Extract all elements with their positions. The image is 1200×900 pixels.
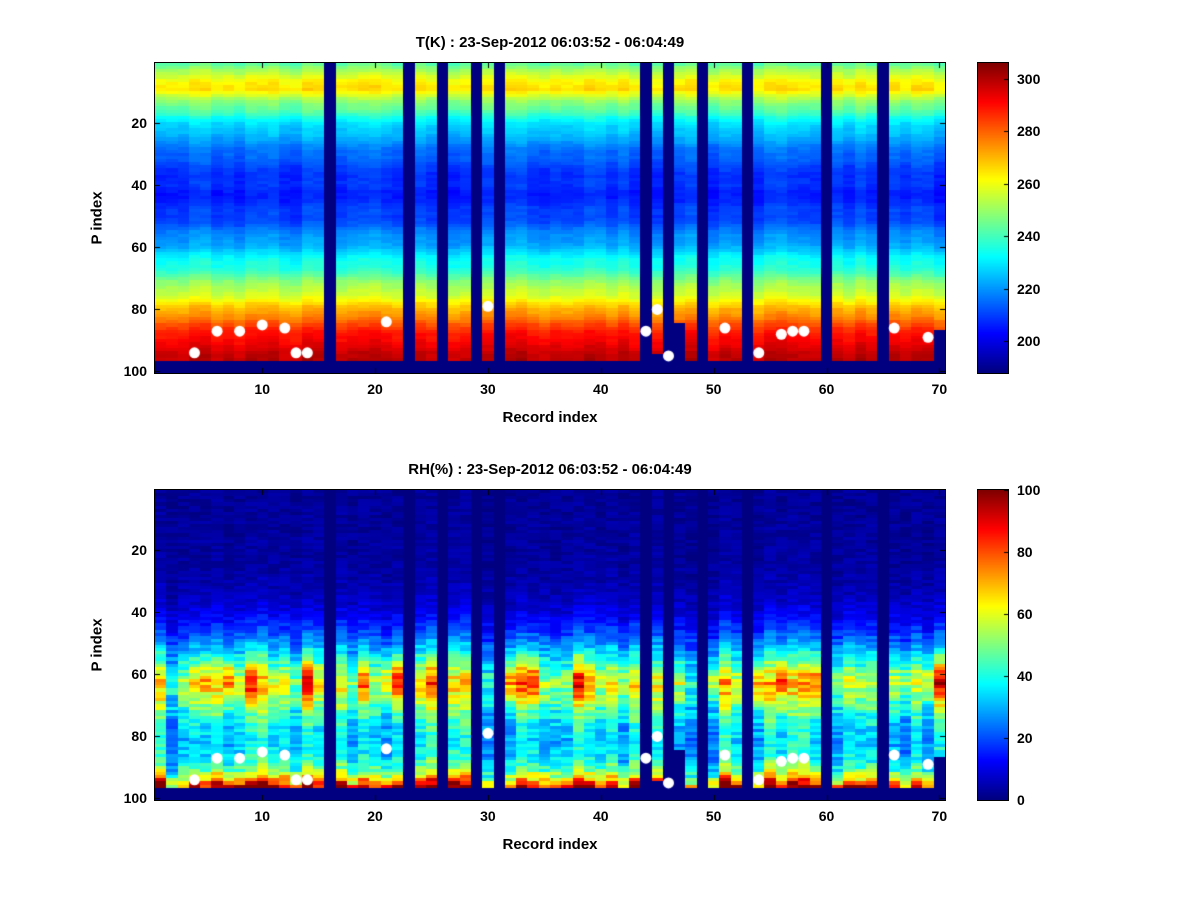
- relative-humidity-y-tick-label: 100: [123, 790, 147, 807]
- relative-humidity-colorbar-tick-label: 60: [1017, 606, 1033, 622]
- temperature-colorbar-tick-label: 300: [1017, 70, 1041, 87]
- temperature-y-tick-label: 100: [123, 363, 147, 380]
- temperature-y-tick-label: 40: [131, 177, 147, 194]
- temperature-y-tick-label: 20: [131, 115, 147, 132]
- humidity-ylabel: P index: [88, 618, 106, 672]
- temperature-colorbar-tick-label: 200: [1017, 333, 1041, 350]
- relative-humidity-x-tick-label: 40: [592, 808, 609, 824]
- humidity-heatmap-canvas: [155, 490, 945, 800]
- relative-humidity-x-tick-label: 10: [254, 808, 270, 824]
- temperature-y-tick-label: 60: [131, 239, 147, 256]
- relative-humidity-y-tick-label: 80: [131, 728, 147, 745]
- relative-humidity-y-tick-label: 40: [131, 604, 147, 621]
- temperature-heatmap-canvas: [155, 63, 945, 373]
- temperature-x-tick-label: 10: [254, 381, 270, 397]
- humidity-colorbar-canvas: [978, 490, 1008, 800]
- temperature-colorbar-tick-label: 220: [1017, 280, 1041, 297]
- temperature-ylabel: P index: [88, 191, 106, 245]
- temperature-plot-title: T(K) : 23-Sep-2012 06:03:52 - 06:04:49: [415, 34, 685, 51]
- relative-humidity-colorbar-tick-label: 100: [1017, 482, 1041, 498]
- temperature-colorbar-tick-label: 260: [1017, 175, 1041, 192]
- relative-humidity-colorbar-tick-label: 0: [1017, 792, 1025, 808]
- relative-humidity-colorbar-tick-label: 40: [1017, 668, 1033, 684]
- humidity-xlabel: Record index: [502, 836, 598, 853]
- temperature-y-tick-label: 80: [131, 301, 147, 318]
- relative-humidity-colorbar-tick-label: 80: [1017, 544, 1033, 560]
- humidity-heatmap-axes: [154, 489, 946, 801]
- temperature-x-tick-label: 40: [592, 381, 609, 397]
- temperature-x-tick-label: 60: [818, 381, 835, 397]
- humidity-plot-title: RH(%) : 23-Sep-2012 06:03:52 - 06:04:49: [408, 461, 692, 478]
- relative-humidity-x-tick-label: 30: [480, 808, 496, 824]
- temperature-x-tick-label: 30: [480, 381, 496, 397]
- temperature-colorbar: [977, 62, 1009, 374]
- temperature-colorbar-canvas: [978, 63, 1008, 373]
- relative-humidity-x-tick-label: 60: [818, 808, 835, 824]
- temperature-colorbar-tick-label: 280: [1017, 123, 1041, 140]
- temperature-x-tick-label: 50: [705, 381, 722, 397]
- temperature-heatmap-axes: [154, 62, 946, 374]
- temperature-x-tick-label: 20: [367, 381, 383, 397]
- temperature-xlabel: Record index: [502, 409, 598, 426]
- relative-humidity-y-tick-label: 20: [131, 542, 147, 559]
- humidity-colorbar: [977, 489, 1009, 801]
- relative-humidity-x-tick-label: 20: [367, 808, 383, 824]
- temperature-x-tick-label: 70: [931, 381, 948, 397]
- relative-humidity-x-tick-label: 70: [931, 808, 948, 824]
- temperature-colorbar-tick-label: 240: [1017, 228, 1041, 245]
- relative-humidity-colorbar-tick-label: 20: [1017, 730, 1033, 746]
- relative-humidity-x-tick-label: 50: [705, 808, 722, 824]
- relative-humidity-y-tick-label: 60: [131, 666, 147, 683]
